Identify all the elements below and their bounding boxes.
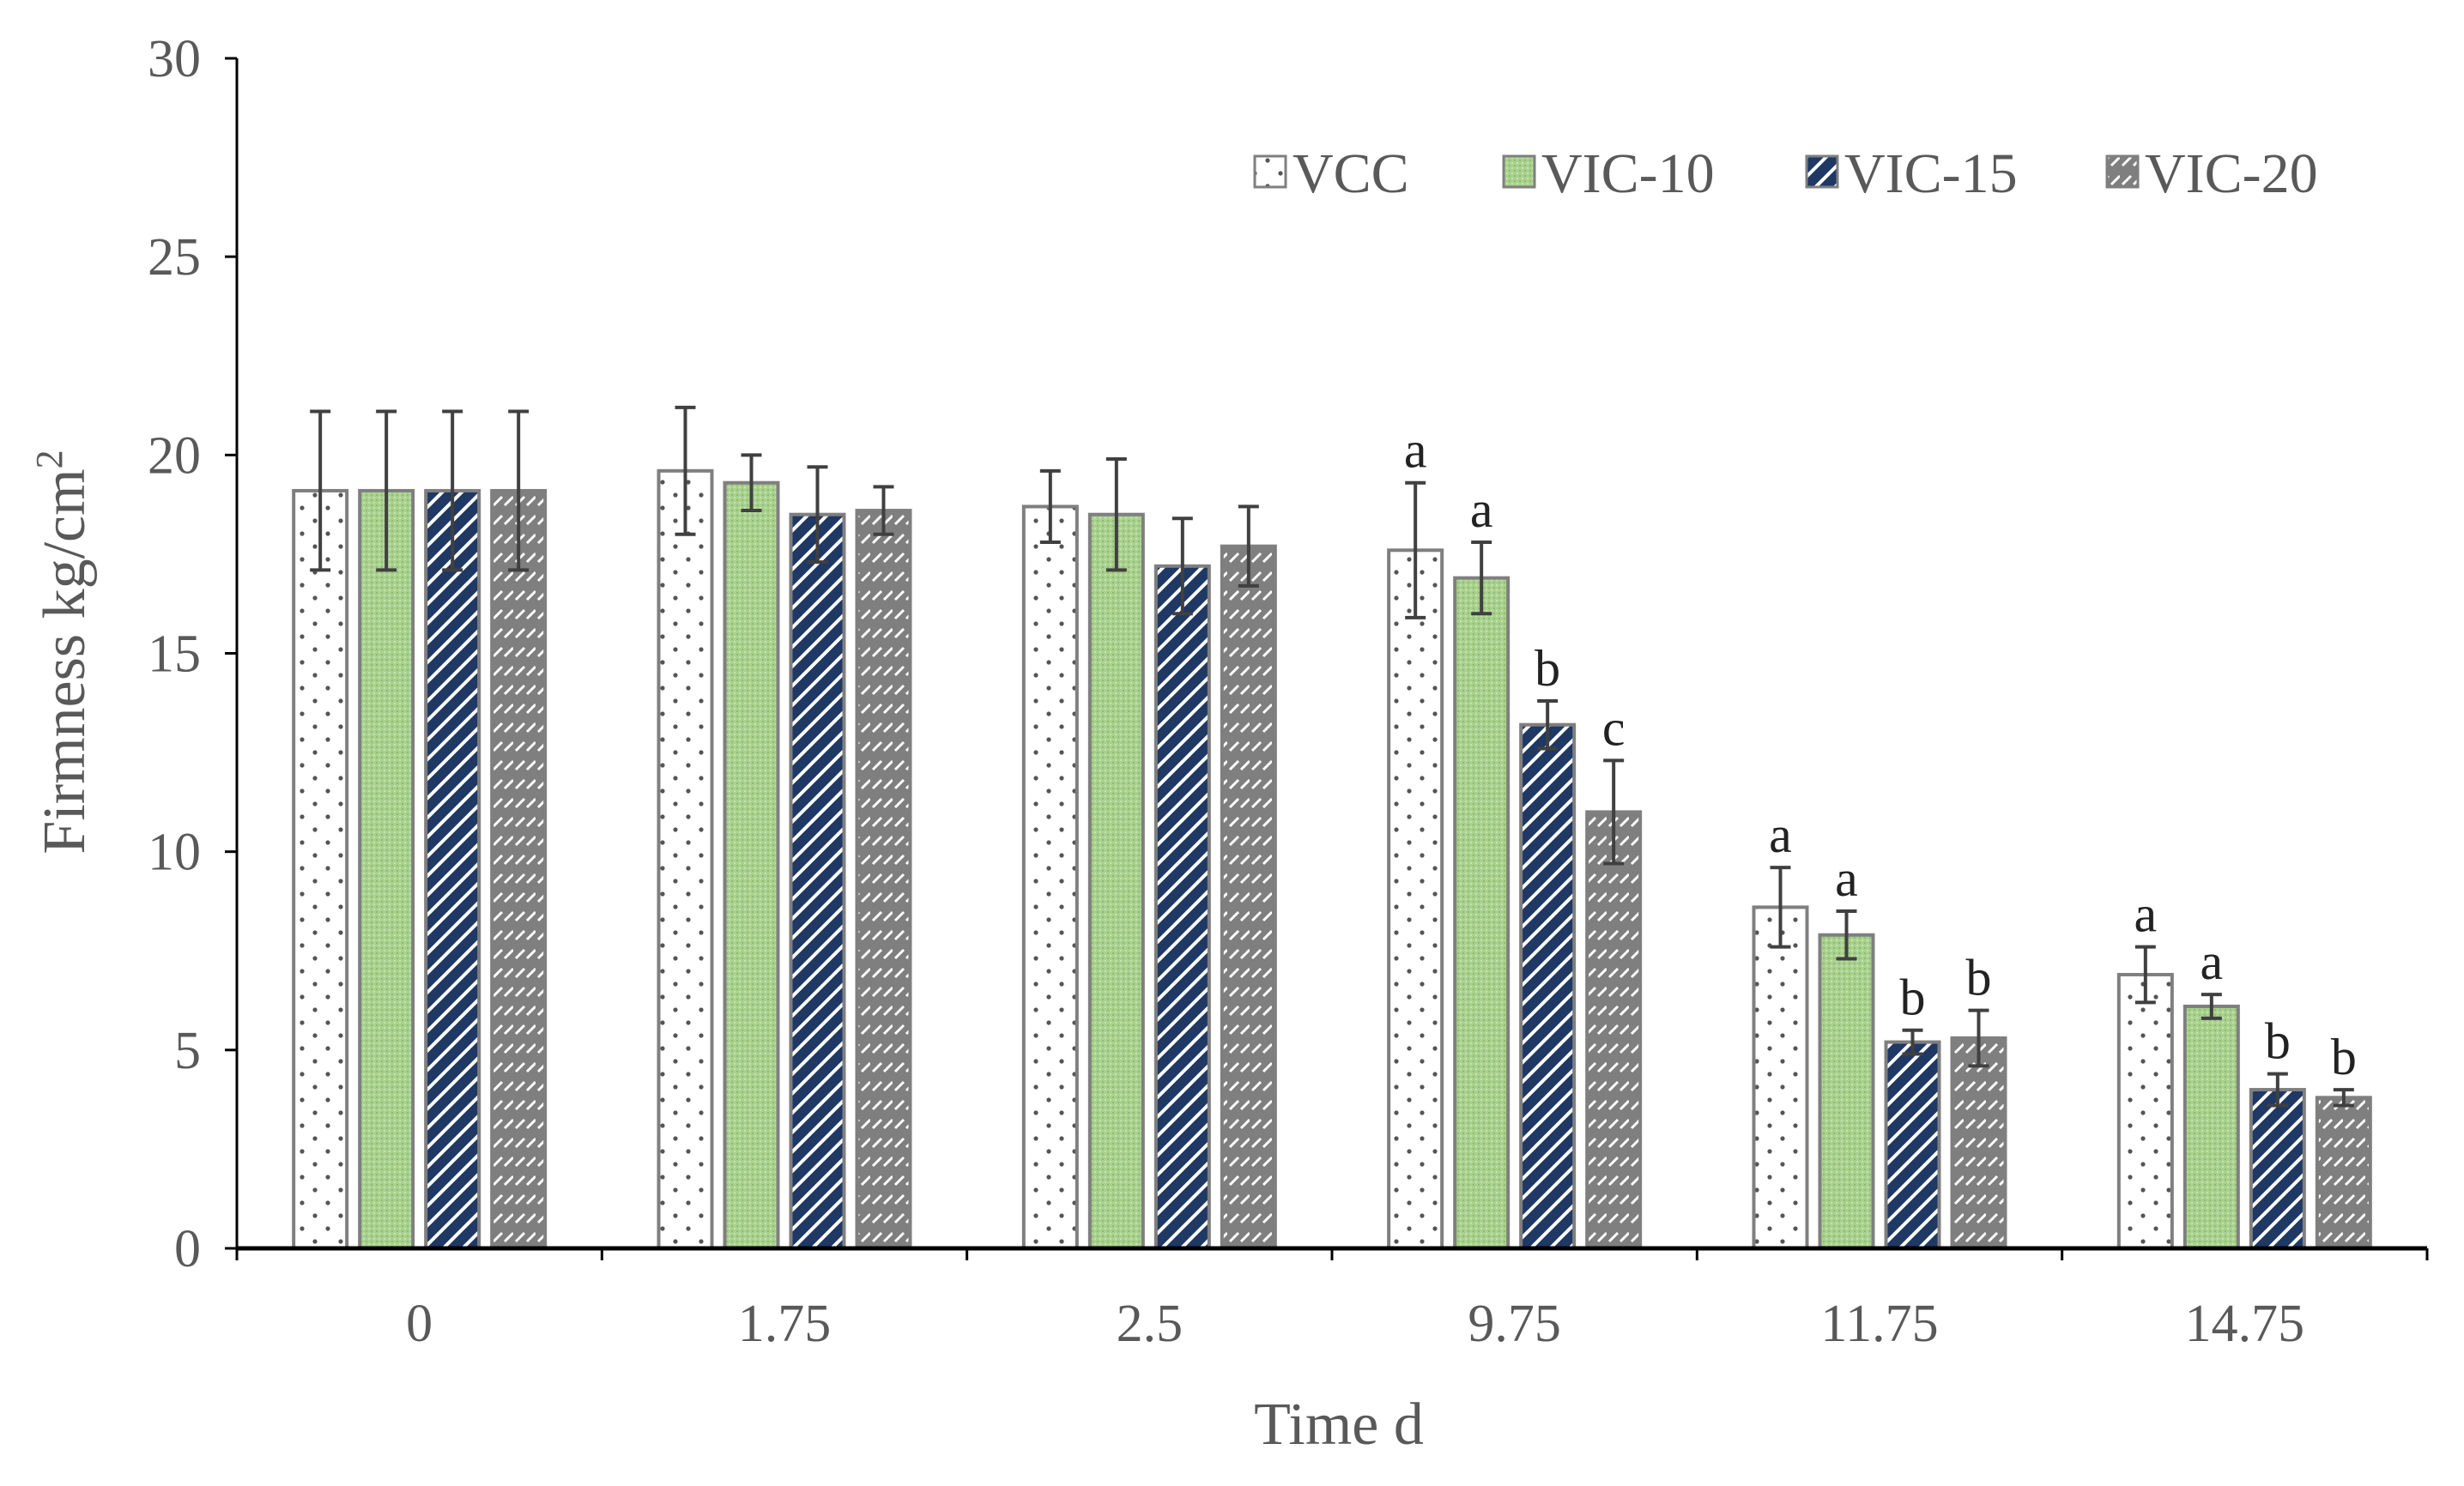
bar-vic-20-0 — [490, 488, 548, 1250]
significance-label: b — [1535, 640, 1560, 697]
significance-label: a — [1835, 850, 1858, 907]
bar-vic-10-0 — [358, 488, 415, 1250]
y-tick-label: 25 — [148, 228, 201, 287]
legend-label-vcc: VCC — [1293, 142, 1409, 205]
y-tick-label: 30 — [148, 30, 201, 88]
x-tick-label: 9.75 — [1468, 1295, 1561, 1353]
bar-vic-15-11.75 — [1884, 1040, 1941, 1250]
significance-label: a — [1404, 422, 1427, 479]
bar-vic-10-2.5 — [1087, 512, 1145, 1250]
bar-vcc-2.5 — [1021, 504, 1079, 1250]
significance-label: a — [1769, 806, 1792, 863]
x-tick-label: 0 — [406, 1295, 433, 1353]
y-tick-label: 0 — [174, 1220, 201, 1278]
y-axis-title-main: Firmness kg/cm — [32, 468, 98, 854]
y-tick-label: 15 — [148, 625, 201, 684]
x-tick-label: 11.75 — [1820, 1295, 1938, 1353]
significance-label: a — [2201, 933, 2224, 990]
x-axis-title: Time d — [1254, 1392, 1424, 1458]
bar-vcc-1.75 — [657, 468, 714, 1250]
significance-label: a — [1470, 481, 1493, 538]
bar-vic-15-1.75 — [789, 512, 846, 1250]
bar-vcc-9.75 — [1387, 548, 1444, 1250]
y-axis-ticks: 0 5 10 15 20 25 30 — [148, 30, 237, 1278]
bar-vcc-14.75 — [2116, 972, 2174, 1250]
bar-vic-20-11.75 — [1950, 1036, 2007, 1251]
legend-label-vic-15: VIC-15 — [1844, 142, 2018, 205]
bar-vic-15-0 — [424, 488, 481, 1250]
bar-vic-15-9.75 — [1519, 722, 1577, 1250]
bar-vic-15-2.5 — [1153, 564, 1211, 1250]
y-axis-title: Firmness kg/cm2 — [28, 450, 98, 854]
bar-vic-10-9.75 — [1453, 576, 1510, 1250]
y-tick-label: 5 — [174, 1022, 201, 1080]
bar-vic-20-1.75 — [855, 509, 912, 1250]
legend-label-vic-20: VIC-20 — [2145, 142, 2318, 205]
x-tick-label: 2.5 — [1117, 1295, 1184, 1353]
legend-swatch-vic-20 — [2105, 154, 2140, 189]
bar-vic-10-1.75 — [723, 480, 780, 1250]
significance-label: b — [1900, 970, 1926, 1026]
significance-label: b — [2331, 1029, 2357, 1085]
y-axis-title-sup: 2 — [28, 450, 70, 468]
bar-vic-15-14.75 — [2249, 1088, 2306, 1250]
bar-vic-10-14.75 — [2182, 1004, 2240, 1251]
legend-swatch-vic-10 — [1502, 154, 1536, 189]
x-tick-label: 14.75 — [2185, 1295, 2305, 1353]
legend-label-vic-10: VIC-10 — [1541, 142, 1715, 205]
y-tick-label: 20 — [148, 426, 201, 485]
legend-swatch-vic-15 — [1805, 154, 1839, 189]
significance-label: a — [2134, 886, 2158, 943]
bar-vic-10-11.75 — [1818, 933, 1875, 1251]
bar-vcc-0 — [292, 488, 349, 1250]
significance-label: c — [1602, 699, 1626, 756]
y-tick-label: 10 — [148, 824, 201, 882]
significance-label: b — [2265, 1013, 2291, 1070]
bar-vcc-11.75 — [1752, 905, 1809, 1250]
bar-vic-20-14.75 — [2315, 1096, 2372, 1251]
x-tick-label: 1.75 — [738, 1295, 832, 1353]
axes-layer: 0 1.75 2.5 9.75 11.75 14.75 — [235, 58, 2429, 1353]
bar-vic-20-9.75 — [1585, 810, 1643, 1251]
legend-swatch-vcc — [1253, 154, 1287, 189]
bar-vic-20-2.5 — [1220, 544, 1277, 1250]
legend: VCC VIC-10 VIC-15 VIC-20 — [1253, 142, 2318, 205]
significance-label: b — [1966, 950, 1992, 1006]
